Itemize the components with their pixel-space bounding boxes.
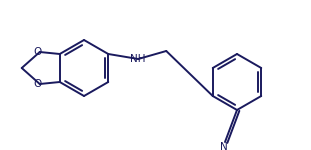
Text: N: N bbox=[220, 142, 228, 150]
Text: O: O bbox=[34, 47, 42, 57]
Text: NH: NH bbox=[131, 54, 146, 64]
Text: O: O bbox=[34, 79, 42, 89]
